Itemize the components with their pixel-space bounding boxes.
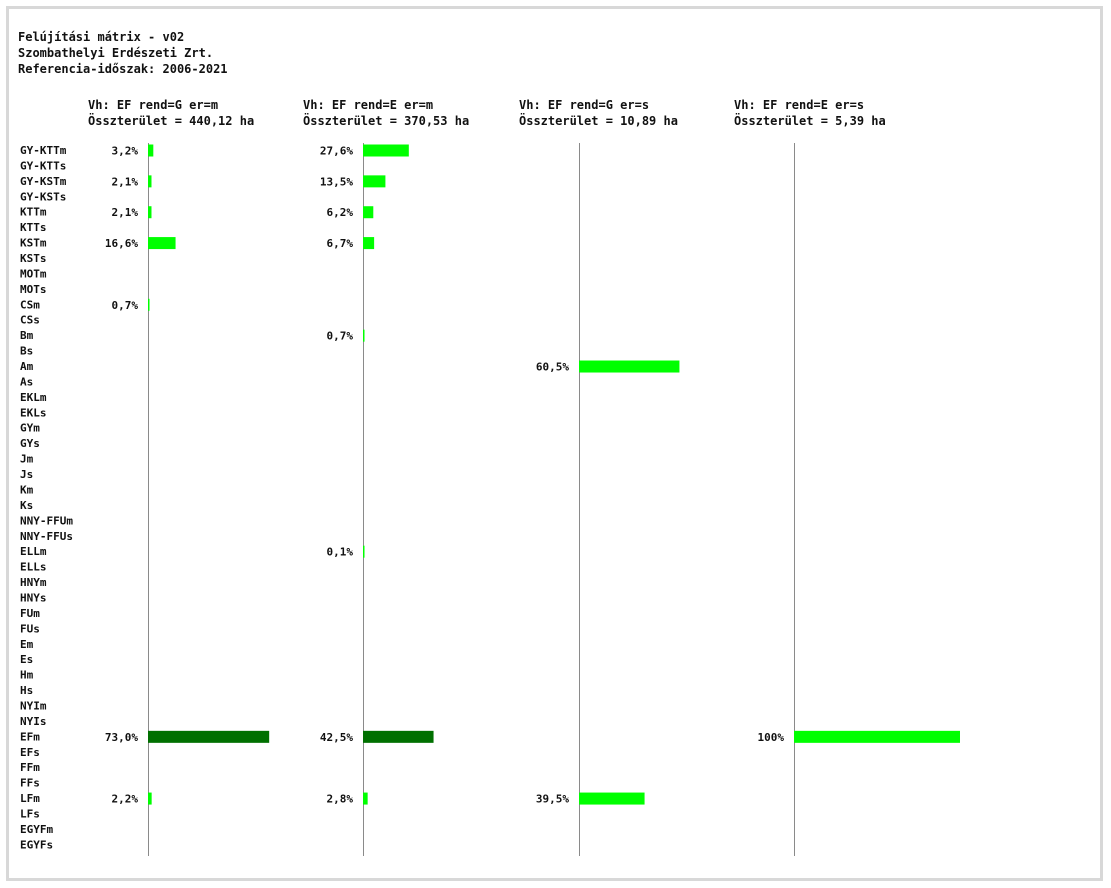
bar-value-label: 3,2% (112, 145, 139, 158)
bar-value-label: 2,1% (112, 175, 139, 188)
category-label: ELLm (20, 545, 47, 558)
category-label: FUm (20, 607, 40, 620)
bar-value-label: 42,5% (320, 731, 353, 744)
category-label: HNYm (20, 576, 47, 589)
bar-value-label: 39,5% (536, 793, 569, 806)
bar (363, 175, 386, 188)
category-label: FUs (20, 622, 40, 635)
panel-title: Vh: EF rend=G er=m (88, 98, 218, 112)
chart-title: Felújítási mátrix - v02 (18, 30, 185, 44)
bar-value-label: 73,0% (105, 731, 138, 744)
bar (148, 175, 152, 188)
category-label: GY-KTTs (20, 159, 66, 172)
category-label: EFm (20, 730, 40, 743)
bar (148, 237, 176, 250)
bar (363, 237, 375, 250)
category-label: FFm (20, 761, 40, 774)
category-label: Jm (20, 453, 34, 466)
category-label: ELLs (20, 561, 47, 574)
category-label: GYs (20, 437, 40, 450)
bar (363, 545, 365, 558)
category-label: FFs (20, 777, 40, 790)
category-label: EKLm (20, 391, 47, 404)
category-label: Ks (20, 499, 33, 512)
reference-period: Referencia-időszak: 2006-2021 (18, 62, 228, 76)
bar (579, 792, 645, 805)
category-label: Em (20, 638, 34, 651)
bar (148, 298, 150, 311)
bar-value-label: 0,7% (327, 330, 354, 343)
panel-title: Vh: EF rend=E er=m (303, 98, 433, 112)
category-label: GYm (20, 422, 40, 435)
category-label: Bm (20, 329, 34, 342)
category-label: GY-KSTm (20, 175, 67, 188)
category-label: MOTm (20, 267, 47, 280)
category-label: LFs (20, 807, 40, 820)
bar-value-label: 27,6% (320, 145, 353, 158)
bar (363, 144, 409, 157)
bar (148, 144, 154, 157)
bar-value-label: 6,7% (327, 237, 354, 250)
category-label: KTTm (20, 206, 47, 219)
bar-value-label: 16,6% (105, 237, 138, 250)
bar (579, 360, 680, 373)
category-label: NYIm (20, 699, 47, 712)
panel-subtitle: Összterület = 5,39 ha (734, 113, 886, 128)
category-label: Js (20, 468, 33, 481)
bar-value-label: 100% (758, 731, 785, 744)
company-name: Szombathelyi Erdészeti Zrt. (18, 46, 214, 60)
panel-subtitle: Összterület = 370,53 ha (303, 113, 469, 128)
category-label: Am (20, 360, 34, 373)
bar (363, 329, 365, 342)
bar (363, 792, 368, 805)
category-label: Es (20, 653, 33, 666)
bar-value-label: 0,1% (327, 546, 354, 559)
category-label: KSTs (20, 252, 47, 265)
category-label: CSs (20, 314, 40, 327)
bar (363, 206, 374, 219)
category-label: Km (20, 483, 34, 496)
category-label: HNYs (20, 591, 47, 604)
category-label: NYIs (20, 715, 47, 728)
category-label: EGYFm (20, 823, 53, 836)
category-label: EGYFs (20, 838, 53, 851)
panel-title: Vh: EF rend=E er=s (734, 98, 864, 112)
bar-value-label: 2,2% (112, 793, 139, 806)
panel-subtitle: Összterület = 10,89 ha (519, 113, 678, 128)
bar-value-label: 13,5% (320, 175, 353, 188)
category-label: Bs (20, 345, 33, 358)
category-label: KSTm (20, 237, 47, 250)
category-label: As (20, 375, 33, 388)
category-label: CSm (20, 298, 40, 311)
category-label: EKLs (20, 406, 47, 419)
category-label: EFs (20, 746, 40, 759)
category-label: KTTs (20, 221, 47, 234)
category-label: MOTs (20, 283, 47, 296)
bar-value-label: 6,2% (327, 206, 354, 219)
category-label: LFm (20, 792, 40, 805)
panel-title: Vh: EF rend=G er=s (519, 98, 649, 112)
category-label: NNY-FFUs (20, 530, 73, 543)
bar (148, 792, 152, 805)
bar-value-label: 0,7% (112, 299, 139, 312)
bar (148, 206, 152, 219)
bar (148, 730, 270, 743)
category-label: Hs (20, 684, 33, 697)
category-label: Hm (20, 669, 34, 682)
bar-value-label: 2,1% (112, 206, 139, 219)
panel-subtitle: Összterület = 440,12 ha (88, 113, 254, 128)
category-label: GY-KTTm (20, 144, 67, 157)
bar-value-label: 2,8% (327, 793, 354, 806)
category-label: NNY-FFUm (20, 514, 73, 527)
bar-value-label: 60,5% (536, 361, 569, 374)
bar (363, 730, 434, 743)
bar (794, 730, 960, 743)
category-label: GY-KSTs (20, 190, 66, 203)
